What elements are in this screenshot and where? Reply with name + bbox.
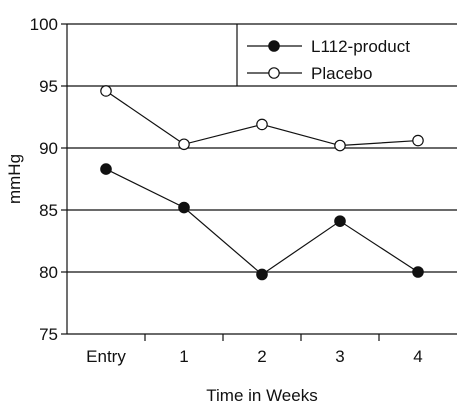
point-placebo-3	[334, 139, 346, 152]
y-ticks: 75 80 85 90 95 100	[30, 15, 67, 344]
x-tick-label-entry: Entry	[86, 347, 126, 366]
point-l112-product-1	[178, 201, 190, 214]
x-ticks: Entry 1 2 3 4	[86, 334, 423, 366]
point-l112-product-4	[412, 266, 424, 278]
legend-label-placebo: Placebo	[311, 64, 372, 83]
point-placebo-2	[256, 118, 268, 131]
point-placebo-1	[178, 138, 190, 151]
legend-label-l112-product: L112-product	[311, 37, 410, 56]
grid-lines	[67, 23, 457, 273]
y-tick-label-80: 80	[39, 263, 58, 282]
axes	[66, 24, 457, 335]
series-line-placebo	[105, 90, 419, 147]
y-tick-label-85: 85	[39, 201, 58, 220]
y-tick-label-90: 90	[39, 139, 58, 158]
legend-marker-placebo	[268, 67, 280, 79]
x-tick-label-1: 1	[179, 347, 188, 366]
point-l112-product-entry	[100, 163, 112, 175]
series	[100, 85, 424, 281]
series-placebo	[100, 85, 424, 152]
y-tick-label-95: 95	[39, 77, 58, 96]
x-tick-label-4: 4	[413, 347, 422, 366]
legend-marker-l112-product	[268, 40, 280, 52]
x-tick-label-3: 3	[335, 347, 344, 366]
y-axis-title: mmHg	[5, 154, 24, 204]
point-placebo-entry	[100, 85, 112, 97]
x-axis-title: Time in Weeks	[206, 386, 317, 405]
x-tick-label-2: 2	[257, 347, 266, 366]
y-tick-label-100: 100	[30, 15, 58, 34]
series-line-l112-product	[105, 168, 419, 276]
y-tick-label-75: 75	[39, 325, 58, 344]
point-placebo-4	[412, 134, 424, 147]
point-l112-product-3	[334, 215, 346, 227]
point-l112-product-2	[256, 268, 268, 281]
legend: L112-product Placebo	[236, 24, 457, 86]
series-l112-product	[100, 163, 424, 281]
